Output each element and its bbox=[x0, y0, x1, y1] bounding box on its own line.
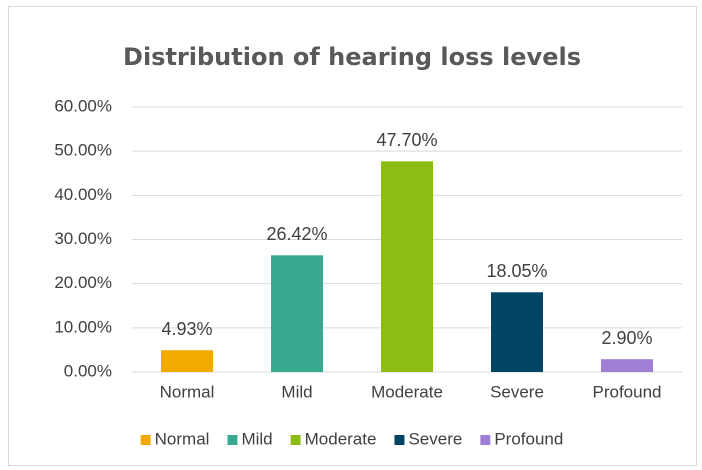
x-tick-label: Mild bbox=[281, 382, 312, 401]
chart-title: Distribution of hearing loss levels bbox=[123, 43, 581, 71]
value-label: 18.05% bbox=[486, 261, 547, 281]
legend-label: Moderate bbox=[305, 429, 377, 448]
bar bbox=[161, 350, 213, 372]
y-tick-label: 0.00% bbox=[64, 361, 112, 380]
y-tick-label: 20.00% bbox=[54, 273, 112, 292]
x-tick-label: Severe bbox=[490, 382, 544, 401]
y-tick-label: 60.00% bbox=[54, 96, 112, 115]
legend-swatch bbox=[227, 435, 238, 445]
value-label: 47.70% bbox=[376, 130, 437, 150]
legend-swatch bbox=[394, 435, 405, 445]
value-label: 26.42% bbox=[266, 224, 327, 244]
y-tick-label: 50.00% bbox=[54, 141, 112, 160]
legend-swatch bbox=[140, 435, 151, 445]
y-tick-label: 10.00% bbox=[54, 317, 112, 336]
legend-swatch bbox=[290, 435, 301, 445]
legend-label: Profound bbox=[494, 429, 563, 448]
bar bbox=[491, 292, 543, 372]
legend-label: Severe bbox=[408, 429, 462, 448]
legend-swatch bbox=[480, 435, 491, 445]
y-tick-label: 40.00% bbox=[54, 185, 112, 204]
y-tick-label: 30.00% bbox=[54, 229, 112, 248]
bar bbox=[601, 359, 653, 372]
legend-label: Mild bbox=[241, 429, 272, 448]
bar bbox=[381, 161, 433, 372]
chart-border bbox=[8, 6, 697, 466]
x-tick-label: Moderate bbox=[371, 382, 443, 401]
bar bbox=[271, 255, 323, 372]
x-tick-label: Profound bbox=[593, 382, 662, 401]
x-tick-label: Normal bbox=[160, 382, 215, 401]
value-label: 2.90% bbox=[601, 328, 652, 348]
value-label: 4.93% bbox=[161, 319, 212, 339]
legend-label: Normal bbox=[155, 429, 210, 448]
